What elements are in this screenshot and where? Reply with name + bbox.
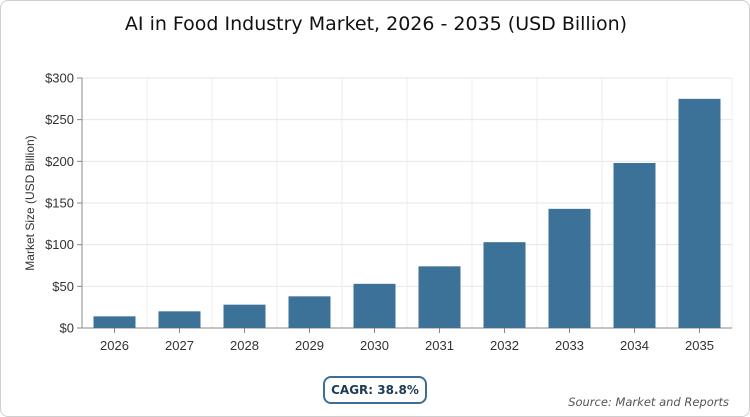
x-tick-label: 2033	[555, 338, 584, 353]
x-tick-label: 2027	[165, 338, 194, 353]
bar-2027	[158, 311, 201, 328]
x-tick-label: 2034	[620, 338, 649, 353]
y-tick-label: $50	[52, 279, 74, 294]
bar-2035	[678, 98, 721, 328]
x-tick-label: 2029	[295, 338, 324, 353]
x-tick-label: 2030	[360, 338, 389, 353]
y-tick-label: $0	[60, 321, 74, 336]
cagr-badge: CAGR: 38.8%	[323, 376, 427, 404]
y-tick-label: $200	[45, 154, 74, 169]
bar-2026	[93, 316, 136, 328]
y-tick-label: $250	[45, 112, 74, 127]
label-layer: $0 $50 $100 $150 $200 $250 $300 2026 2027 2028 202…	[45, 71, 714, 354]
x-tick-label: 2032	[490, 338, 519, 353]
y-tick-label: $300	[45, 71, 74, 86]
x-tick-label: 2035	[685, 338, 714, 353]
y-tick-label: $100	[45, 237, 74, 252]
bar-layer	[93, 98, 721, 328]
bar-2031	[418, 266, 461, 328]
bar-2030	[353, 283, 396, 328]
y-axis-title: Market Size (USD Billion)	[23, 135, 37, 270]
x-tick-label: 2028	[230, 338, 259, 353]
y-tick-label: $150	[45, 196, 74, 211]
x-tick-label: 2031	[425, 338, 454, 353]
bar-2028	[223, 304, 266, 328]
chart-title: AI in Food Industry Market, 2026 - 2035 …	[124, 13, 628, 35]
source-note: Source: Market and Reports	[568, 395, 729, 409]
bar-2029	[288, 296, 331, 328]
bar-2033	[548, 208, 591, 328]
x-tick-label: 2026	[100, 338, 129, 353]
bar-2032	[483, 242, 526, 328]
bar-2034	[613, 163, 656, 328]
